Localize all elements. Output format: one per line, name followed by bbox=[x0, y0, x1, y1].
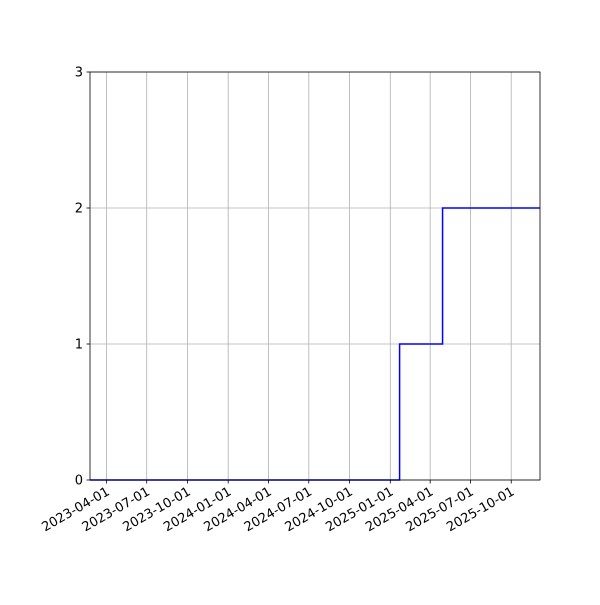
y-tick-label: 3 bbox=[75, 66, 83, 81]
y-tick-label: 2 bbox=[75, 202, 83, 217]
axes-frame bbox=[89, 71, 541, 481]
y-tick-label: 1 bbox=[75, 338, 83, 353]
y-tick-label: 0 bbox=[75, 474, 83, 489]
